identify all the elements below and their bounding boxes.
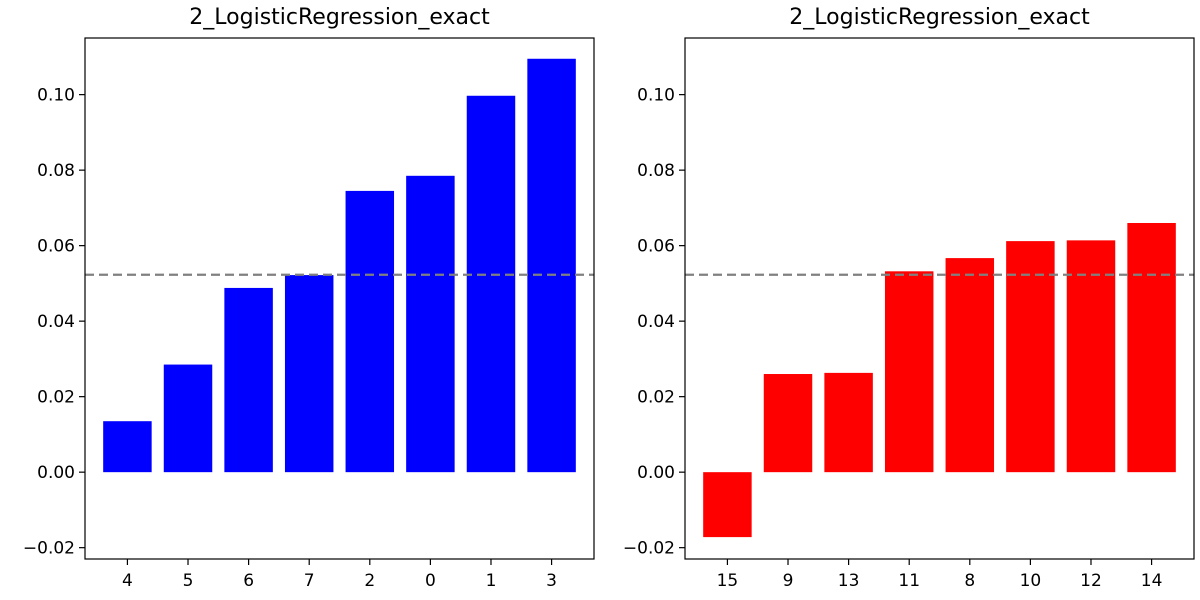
y-tick-label: 0.04: [37, 312, 75, 332]
y-tick-label: 0.08: [637, 161, 675, 181]
y-tick-label: 0.10: [37, 86, 75, 106]
x-tick-label: 11: [898, 571, 920, 591]
x-tick-label: 2: [364, 571, 375, 591]
x-tick-label: 4: [122, 571, 133, 591]
x-tick-label: 8: [964, 571, 975, 591]
y-tick-label: 0.04: [637, 312, 675, 332]
y-tick-label: −0.02: [623, 539, 675, 559]
bar-8: [945, 258, 995, 473]
y-tick-label: 0.10: [637, 86, 675, 106]
bar-1: [466, 95, 516, 473]
x-tick-label: 9: [783, 571, 794, 591]
x-tick-label: 5: [183, 571, 194, 591]
x-tick-label: 7: [304, 571, 315, 591]
x-tick-label: 15: [717, 571, 739, 591]
x-tick-label: 14: [1141, 571, 1163, 591]
x-tick-label: 13: [838, 571, 860, 591]
right-bar-chart: 2_LogisticRegression_exact −0.02 0.00 0.02 0…: [623, 5, 1195, 591]
y-tick-label: 0.00: [37, 463, 75, 483]
x-tick-label: 10: [1020, 571, 1042, 591]
y-tick-label: 0.06: [37, 237, 75, 257]
y-tick-label: −0.02: [23, 539, 75, 559]
x-tick-label: 1: [486, 571, 497, 591]
y-tick-label: 0.08: [37, 161, 75, 181]
bar-14: [1127, 222, 1176, 473]
bar-3: [527, 58, 576, 473]
y-tick-label: 0.00: [637, 463, 675, 483]
bar-13: [824, 372, 873, 473]
bar-12: [1066, 240, 1116, 473]
x-tick-label: 3: [546, 571, 557, 591]
axes-frame: [684, 37, 1195, 560]
y-tick-label: 0.06: [637, 237, 675, 257]
axes-frame: [84, 37, 595, 560]
left-bar-chart: 2_LogisticRegression_exact −0.02 0.00 0.02 0…: [23, 5, 595, 591]
bar-5: [163, 364, 213, 473]
bar-10: [1006, 241, 1055, 473]
chart-title: 2_LogisticRegression_exact: [789, 5, 1090, 30]
bar-9: [763, 374, 813, 473]
chart-title: 2_LogisticRegression_exact: [189, 5, 490, 30]
bar-15: [703, 472, 752, 538]
bar-7: [284, 275, 334, 473]
y-tick-label: 0.02: [37, 388, 75, 408]
x-tick-label: 6: [243, 571, 254, 591]
bar-0: [406, 175, 455, 473]
x-tick-label: 0: [425, 571, 436, 591]
bar-11: [884, 271, 934, 473]
bar-2: [345, 190, 395, 473]
x-tick-label: 12: [1080, 571, 1102, 591]
y-tick-label: 0.02: [637, 388, 675, 408]
bar-4: [103, 421, 152, 473]
bar-6: [224, 287, 273, 473]
